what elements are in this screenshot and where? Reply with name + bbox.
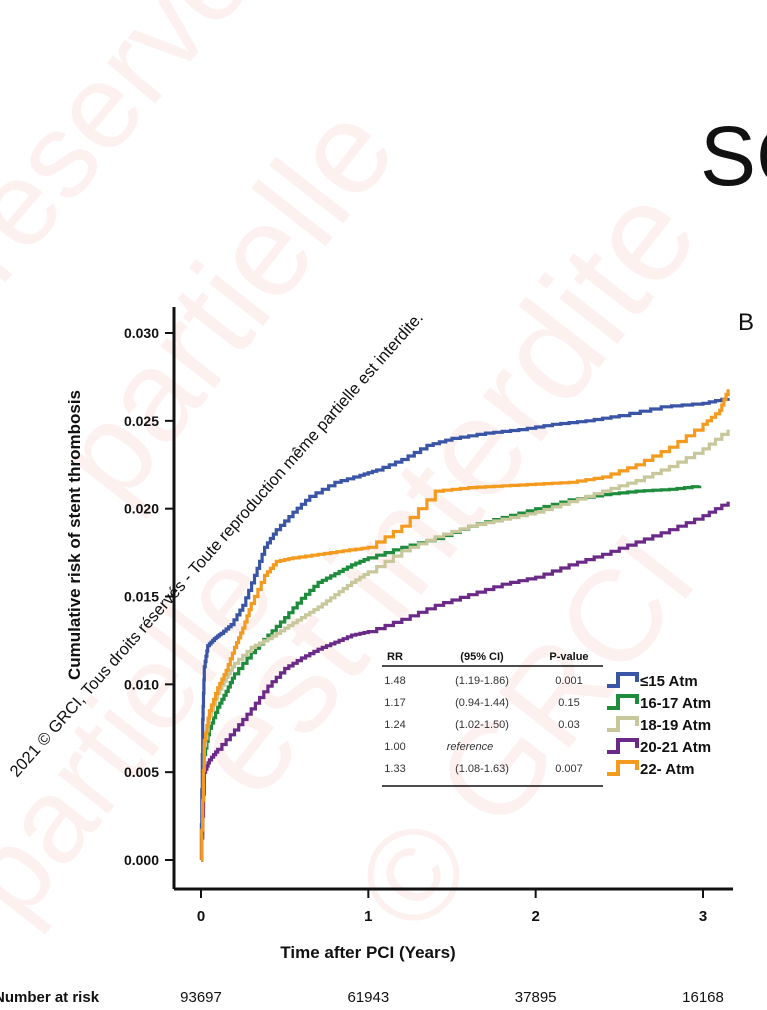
number-at-risk-value: 37895: [515, 989, 557, 1006]
x-tick-label: 1: [364, 908, 372, 925]
y-tick-label: 0.015: [124, 589, 159, 605]
x-axis-ticks: 0 1 2 3: [197, 889, 707, 925]
legend-label: 22- Atm: [640, 761, 694, 778]
stats-table-cell: 0.001: [555, 675, 583, 687]
x-axis-title: Time after PCI (Years): [280, 943, 455, 962]
y-tick-label: 0.025: [124, 413, 159, 429]
stats-table-header: (95% CI): [460, 651, 504, 663]
stats-table-cell: (0.94-1.44): [455, 697, 509, 709]
legend-marker: [607, 760, 639, 776]
legend-label: 16-17 Atm: [640, 695, 711, 712]
stats-table-cell: (1.08-1.63): [455, 763, 509, 775]
number-at-risk-value: 16168: [682, 989, 724, 1006]
series-line: [199, 397, 730, 862]
number-at-risk-row: Number at risk 93697 61943 37895 16168: [0, 989, 724, 1006]
stats-table-header: P-value: [549, 651, 588, 663]
stats-table-header: RR: [387, 651, 403, 663]
legend: ≤15 Atm 16-17 Atm 18-19 Atm 20-21 Atm 22- At…: [607, 672, 711, 778]
slide-title-fragment: SC: [700, 109, 767, 203]
stats-table-cell: 0.15: [558, 697, 579, 709]
number-at-risk-value: 93697: [180, 989, 222, 1006]
stats-table-cell: 0.03: [558, 719, 579, 731]
legend-marker: [607, 694, 639, 710]
legend-marker: [607, 716, 639, 732]
legend-label: 20-21 Atm: [640, 739, 711, 756]
stats-table-cell: 1.00: [384, 741, 405, 753]
stats-table-cell: 1.33: [384, 763, 405, 775]
stats-table-cell: 0.007: [555, 763, 583, 775]
y-tick-label: 0.010: [124, 676, 159, 692]
stats-table-cell: 1.24: [384, 719, 405, 731]
stats-table: RR (95% CI) P-value 1.48 (1.19-1.86) 0.001 1.1…: [382, 651, 603, 787]
series-line: [200, 501, 730, 862]
axes: [172, 307, 733, 891]
y-tick-label: 0.020: [124, 501, 159, 517]
y-tick-label: 0.005: [124, 764, 159, 780]
y-axis-ticks: 0.000 0.005 0.010 0.015 0.020 0.025 0.030: [124, 325, 174, 868]
x-tick-label: 3: [699, 908, 707, 925]
stats-table-cell: (1.19-1.86): [455, 675, 509, 687]
panel-letter: B: [738, 309, 754, 336]
legend-label: 18-19 Atm: [640, 717, 711, 734]
y-axis-title: Cumulative risk of stent thrombosis: [65, 390, 84, 680]
series-lines: [199, 389, 730, 862]
stats-table-cell: 1.48: [384, 675, 405, 687]
number-at-risk-label: Number at risk: [0, 989, 100, 1006]
number-at-risk-value: 61943: [347, 989, 389, 1006]
series-line: [200, 389, 730, 862]
stats-table-cell: reference: [447, 741, 493, 753]
x-tick-label: 2: [531, 908, 539, 925]
x-tick-label: 0: [197, 908, 205, 925]
stats-table-cell: 1.17: [384, 697, 405, 709]
series-line: [200, 429, 730, 862]
y-tick-label: 0.000: [124, 852, 159, 868]
y-tick-label: 0.030: [124, 325, 159, 341]
legend-marker: [607, 738, 639, 754]
legend-marker: [607, 672, 639, 688]
legend-label: ≤15 Atm: [640, 673, 698, 690]
stats-table-cell: (1.02-1.50): [455, 719, 509, 731]
